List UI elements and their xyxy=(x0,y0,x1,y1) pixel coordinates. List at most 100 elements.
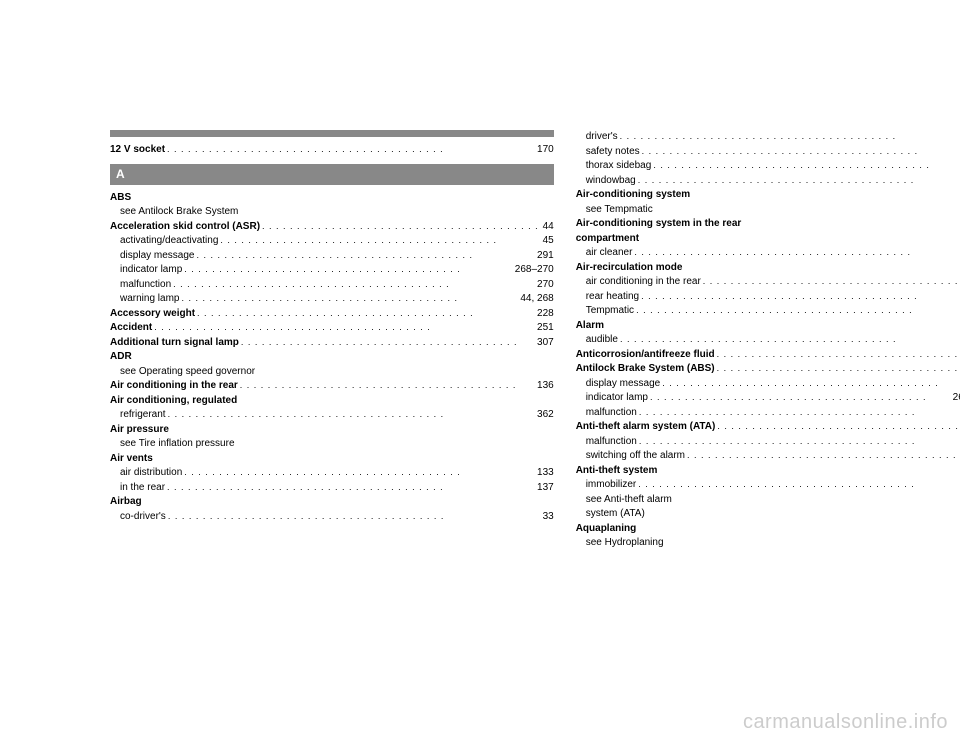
page-number: 251 xyxy=(535,321,554,336)
index-entry: 12 V socket170 xyxy=(110,143,554,158)
index-entry: Air conditioning, regulated xyxy=(110,394,554,409)
entry-label: driver's xyxy=(586,130,618,145)
entry-label: Alarm xyxy=(576,319,604,334)
entry-label: Air-conditioning system xyxy=(576,188,690,203)
page-number: 137 xyxy=(535,481,554,496)
leader-dots xyxy=(165,481,535,496)
entry-label: Air-conditioning system in the rear xyxy=(576,217,742,232)
entry-label: Accessory weight xyxy=(110,307,195,322)
leader-dots xyxy=(195,307,535,322)
entry-label: Additional turn signal lamp xyxy=(110,336,239,351)
index-entry: compartment xyxy=(576,232,960,247)
letter-header: A xyxy=(110,164,554,185)
index-entry: display message285 xyxy=(576,377,960,392)
index-entry: Anti-theft system xyxy=(576,464,960,479)
entry-label: Anti-theft alarm system (ATA) xyxy=(576,420,716,435)
index-entry: air cleaner240 xyxy=(576,246,960,261)
index-entry: Air-recirculation mode xyxy=(576,261,960,276)
entry-label: malfunction xyxy=(586,435,637,450)
entry-label: indicator lamp xyxy=(120,263,182,278)
index-entry: warning lamp 44, 268 xyxy=(110,292,554,307)
entry-label: Antilock Brake System (ABS) xyxy=(576,362,715,377)
index-entry: in the rear137 xyxy=(110,481,554,496)
leader-dots xyxy=(179,292,518,307)
page-number: 307 xyxy=(535,336,554,351)
leader-dots xyxy=(171,278,535,293)
page-number: 362 xyxy=(535,408,554,423)
index-entry: display message291 xyxy=(110,249,554,264)
leader-dots xyxy=(152,321,535,336)
leader-dots xyxy=(238,379,535,394)
leader-dots xyxy=(685,449,960,464)
index-entry: audible250 xyxy=(576,333,960,348)
entry-label: thorax sidebag xyxy=(586,159,652,174)
see-reference: see Operating speed governor xyxy=(110,365,554,380)
index-entry: Anti-theft alarm system (ATA)47 xyxy=(576,420,960,435)
entry-label: Anti-theft system xyxy=(576,464,658,479)
leader-dots xyxy=(634,304,960,319)
entry-label: air conditioning in the rear xyxy=(586,275,701,290)
index-entry: thorax sidebag34 xyxy=(576,159,960,174)
page-number: 170 xyxy=(535,143,554,158)
index-entry: Aquaplaning xyxy=(576,522,960,537)
entry-label: air cleaner xyxy=(586,246,633,261)
see-reference: see Tempmatic xyxy=(576,203,960,218)
index-entry: Air-conditioning system xyxy=(576,188,960,203)
index-entry: Accident 251 xyxy=(110,321,554,336)
leader-dots xyxy=(701,275,960,290)
index-entry: indicator lamp268, 269, 271 xyxy=(576,391,960,406)
leader-dots xyxy=(636,174,960,189)
page-number: 44, 268 xyxy=(518,292,553,307)
leader-dots xyxy=(166,408,535,423)
leader-dots xyxy=(640,145,960,160)
index-entry: immobilizer47 xyxy=(576,478,960,493)
index-entry: Airbag xyxy=(110,495,554,510)
leader-dots xyxy=(648,391,951,406)
page-number: 45 xyxy=(541,234,554,249)
index-entry: ABS xyxy=(110,191,554,206)
leader-dots xyxy=(632,246,960,261)
watermark-text: carmanualsonline.info xyxy=(743,711,948,734)
see-reference: see Hydroplaning xyxy=(576,536,960,551)
leader-dots xyxy=(637,406,960,421)
entry-label: safety notes xyxy=(586,145,640,160)
page-number: 268, 269, 271 xyxy=(951,391,960,406)
index-entry: Air vents xyxy=(110,452,554,467)
entry-label: co-driver's xyxy=(120,510,166,525)
entry-label: ABS xyxy=(110,191,131,206)
leader-dots xyxy=(715,348,960,363)
index-entry: ADR xyxy=(110,350,554,365)
entry-label: Air conditioning, regulated xyxy=(110,394,237,409)
entry-label: switching off the alarm xyxy=(586,449,685,464)
leader-dots xyxy=(260,220,541,235)
leader-dots xyxy=(660,377,960,392)
entry-label: Accident xyxy=(110,321,152,336)
entry-label: warning lamp xyxy=(120,292,179,307)
leader-dots xyxy=(165,143,535,158)
entry-label: malfunction xyxy=(586,406,637,421)
index-entry: Air conditioning in the rear 136 xyxy=(110,379,554,394)
index-entry: Anticorrosion/antifreeze fluid363 xyxy=(576,348,960,363)
entry-label: immobilizer xyxy=(586,478,637,493)
index-entry: co-driver's33 xyxy=(110,510,554,525)
page-number: 270 xyxy=(535,278,554,293)
see-reference: see Tire inflation pressure xyxy=(110,437,554,452)
entry-label: Acceleration skid control (ASR) xyxy=(110,220,260,235)
leader-dots xyxy=(218,234,540,249)
index-entry: Air pressure xyxy=(110,423,554,438)
entry-label: Air conditioning in the rear xyxy=(110,379,238,394)
index-entry: safety notes31 xyxy=(576,145,960,160)
leader-dots xyxy=(618,130,960,145)
see-reference: see Anti-theft alarm xyxy=(576,493,960,508)
index-entry: rear heating136 xyxy=(576,290,960,305)
leader-dots xyxy=(637,435,960,450)
entry-label: windowbag xyxy=(586,174,636,189)
index-entry: malfunction271 xyxy=(576,406,960,421)
entry-label: Aquaplaning xyxy=(576,522,637,537)
column-1: 12 V socket170AABSsee Antilock Brake Sys… xyxy=(110,130,554,551)
leader-dots xyxy=(182,466,535,481)
entry-label: Air-recirculation mode xyxy=(576,261,683,276)
index-entry: air distribution133 xyxy=(110,466,554,481)
index-entry: Additional turn signal lamp 307 xyxy=(110,336,554,351)
page-number: 136 xyxy=(535,379,554,394)
